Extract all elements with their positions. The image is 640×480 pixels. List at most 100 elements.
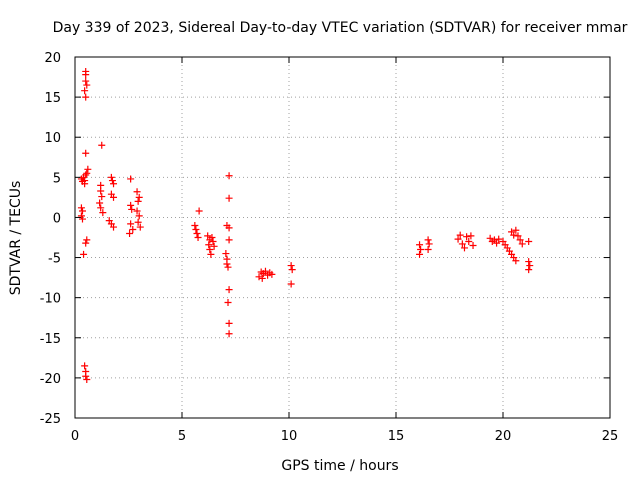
data-point-plus-marker <box>110 223 118 231</box>
data-point-plus-marker <box>128 205 136 213</box>
data-point-plus-marker <box>129 225 137 233</box>
grid <box>75 57 610 418</box>
x-axis-label: GPS time / hours <box>281 458 398 474</box>
data-point-plus-marker <box>82 93 90 101</box>
data-point-plus-marker <box>98 193 106 201</box>
data-point-plus-marker <box>225 319 233 327</box>
data-point-plus-marker <box>133 207 141 215</box>
data-point-plus-marker <box>194 234 202 241</box>
data-point-plus-marker <box>209 238 217 246</box>
data-point-plus-marker <box>518 240 526 248</box>
y-tick-label: 20 <box>44 51 61 66</box>
data-point-plus-marker <box>136 223 144 231</box>
data-point-plus-marker <box>77 212 85 220</box>
data-point-plus-marker <box>526 262 534 270</box>
data-point-plus-marker <box>82 171 90 179</box>
data-point-plus-marker <box>82 239 90 247</box>
data-point-plus-marker <box>81 180 89 188</box>
data-point-plus-marker <box>80 250 88 258</box>
data-point-plus-marker <box>288 266 296 274</box>
data-point-plus-marker <box>208 234 216 241</box>
data-point-plus-marker <box>204 232 212 240</box>
data-point-plus-marker <box>495 235 503 243</box>
data-point-plus-marker <box>454 235 462 243</box>
data-point-plus-marker <box>82 149 90 157</box>
axis-ticks: 0 5 10 15 20 25 -25 -20 -15 -10 -5 0 5 10 15 20 <box>40 51 619 444</box>
data-point-plus-marker <box>460 244 468 252</box>
data-point-plus-marker <box>127 201 135 209</box>
data-point-plus-marker <box>82 372 90 380</box>
data-point-plus-marker <box>258 274 266 282</box>
data-point-plus-marker <box>107 173 115 181</box>
data-point-plus-marker <box>467 232 475 240</box>
data-point-plus-marker <box>222 250 230 258</box>
data-point-plus-marker <box>225 236 233 244</box>
plot-area-frame <box>74 56 611 419</box>
data-point-plus-marker <box>210 242 218 250</box>
x-tick-label: 15 <box>388 429 405 444</box>
data-point-plus-marker <box>81 87 89 95</box>
data-point-plus-marker <box>135 212 143 220</box>
data-point-plus-marker <box>225 330 233 338</box>
data-point-plus-marker <box>525 258 533 266</box>
y-tick-label: 0 <box>53 211 61 226</box>
data-point-plus-marker <box>83 375 91 383</box>
data-point-plus-marker <box>225 172 233 180</box>
y-axis-label: SDTVAR / TECUs <box>8 181 24 296</box>
data-point-plus-marker <box>83 81 91 89</box>
data-point-plus-marker <box>78 207 86 215</box>
y-tick-label: -5 <box>48 252 61 267</box>
data-point-plus-marker <box>287 262 295 270</box>
data-point-plus-marker <box>82 67 90 75</box>
data-point-plus-marker <box>126 229 134 237</box>
data-point-plus-marker <box>493 239 501 247</box>
data-point-plus-marker <box>255 273 263 281</box>
data-point-plus-marker <box>207 250 215 258</box>
y-tick-label: 5 <box>53 171 61 186</box>
data-point-plus-marker <box>133 188 141 196</box>
data-point-plus-marker <box>127 175 135 183</box>
data-point-plus-marker <box>416 241 424 249</box>
data-point-plus-marker <box>127 220 135 228</box>
data-point-plus-marker <box>193 229 201 237</box>
data-point-plus-marker <box>206 246 214 254</box>
data-point-plus-marker <box>224 298 232 306</box>
data-point-plus-marker <box>225 286 233 294</box>
data-point-plus-marker <box>110 193 118 201</box>
y-tick-label: -25 <box>40 412 61 427</box>
data-point-plus-marker <box>510 231 518 239</box>
data-point-plus-marker <box>525 266 533 274</box>
data-point-plus-marker <box>463 233 471 241</box>
data-point-plus-marker <box>135 193 143 201</box>
data-point-plus-marker <box>424 246 432 254</box>
data-point-plus-marker <box>205 241 213 249</box>
data-point-plus-marker <box>134 218 142 226</box>
data-points <box>77 67 534 383</box>
y-tick-label: -10 <box>40 292 61 307</box>
x-tick-label: 5 <box>178 429 186 444</box>
x-tick-label: 0 <box>71 429 79 444</box>
data-point-plus-marker <box>456 231 464 239</box>
data-point-plus-marker <box>287 280 295 288</box>
data-point-plus-marker <box>261 267 269 275</box>
data-point-plus-marker <box>465 238 473 246</box>
data-point-plus-marker <box>425 240 433 248</box>
data-point-plus-marker <box>416 250 424 258</box>
data-point-plus-marker <box>108 177 116 185</box>
data-point-plus-marker <box>516 236 524 244</box>
data-point-plus-marker <box>195 207 203 215</box>
x-tick-label: 10 <box>281 429 298 444</box>
y-tick-label: -15 <box>40 332 61 347</box>
data-point-plus-marker <box>512 226 520 234</box>
data-point-plus-marker <box>512 257 520 265</box>
data-point-plus-marker <box>97 204 105 212</box>
data-point-plus-marker <box>192 225 200 233</box>
data-point-plus-marker <box>134 197 142 205</box>
data-point-plus-marker <box>98 141 106 149</box>
data-point-plus-marker <box>224 263 232 271</box>
y-tick-label: -20 <box>40 372 61 387</box>
data-point-plus-marker <box>83 236 91 244</box>
data-point-plus-marker <box>78 215 86 223</box>
data-point-plus-marker <box>424 236 432 244</box>
